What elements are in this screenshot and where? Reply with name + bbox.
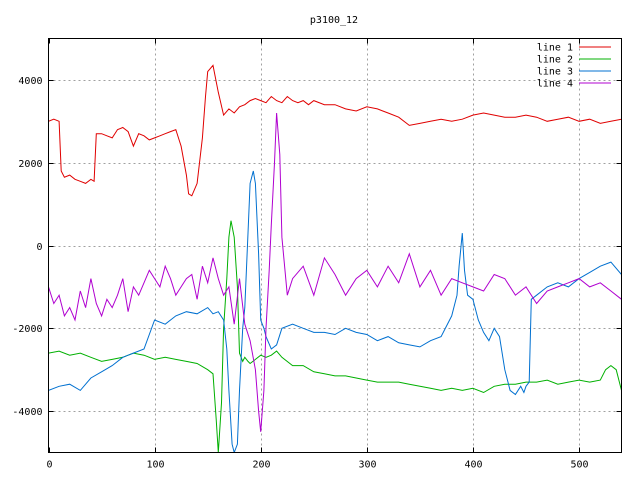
x-tick-label: 300 bbox=[358, 460, 376, 471]
x-tick-label: 100 bbox=[146, 460, 164, 471]
y-tick-label: 2000 bbox=[18, 159, 42, 170]
y-axis-ticks: -4000 -2000 0 2000 4000 bbox=[12, 76, 622, 418]
series-line-2 bbox=[48, 220, 622, 453]
series-line-3 bbox=[48, 170, 622, 453]
chart-title: p3100_12 bbox=[310, 15, 358, 26]
series-line-1 bbox=[48, 64, 622, 197]
legend-label: line 3 bbox=[537, 67, 573, 78]
legend-label: line 2 bbox=[537, 55, 573, 66]
x-tick-label: 400 bbox=[464, 460, 482, 471]
series-line-4 bbox=[48, 112, 622, 432]
y-tick-label: -4000 bbox=[12, 407, 42, 418]
legend-label: line 1 bbox=[537, 43, 573, 54]
plot-series bbox=[48, 64, 622, 453]
grid bbox=[48, 38, 622, 453]
y-tick-label: -2000 bbox=[12, 324, 42, 335]
x-tick-label: 500 bbox=[570, 460, 588, 471]
y-tick-label: 4000 bbox=[18, 76, 42, 87]
x-tick-label: 200 bbox=[252, 460, 270, 471]
y-tick-label: 0 bbox=[36, 242, 42, 253]
legend-label: line 4 bbox=[537, 79, 573, 90]
x-axis-ticks: 0 100 200 300 400 500 bbox=[46, 38, 589, 471]
x-tick-label: 0 bbox=[46, 460, 52, 471]
plot-area-border bbox=[48, 38, 622, 453]
